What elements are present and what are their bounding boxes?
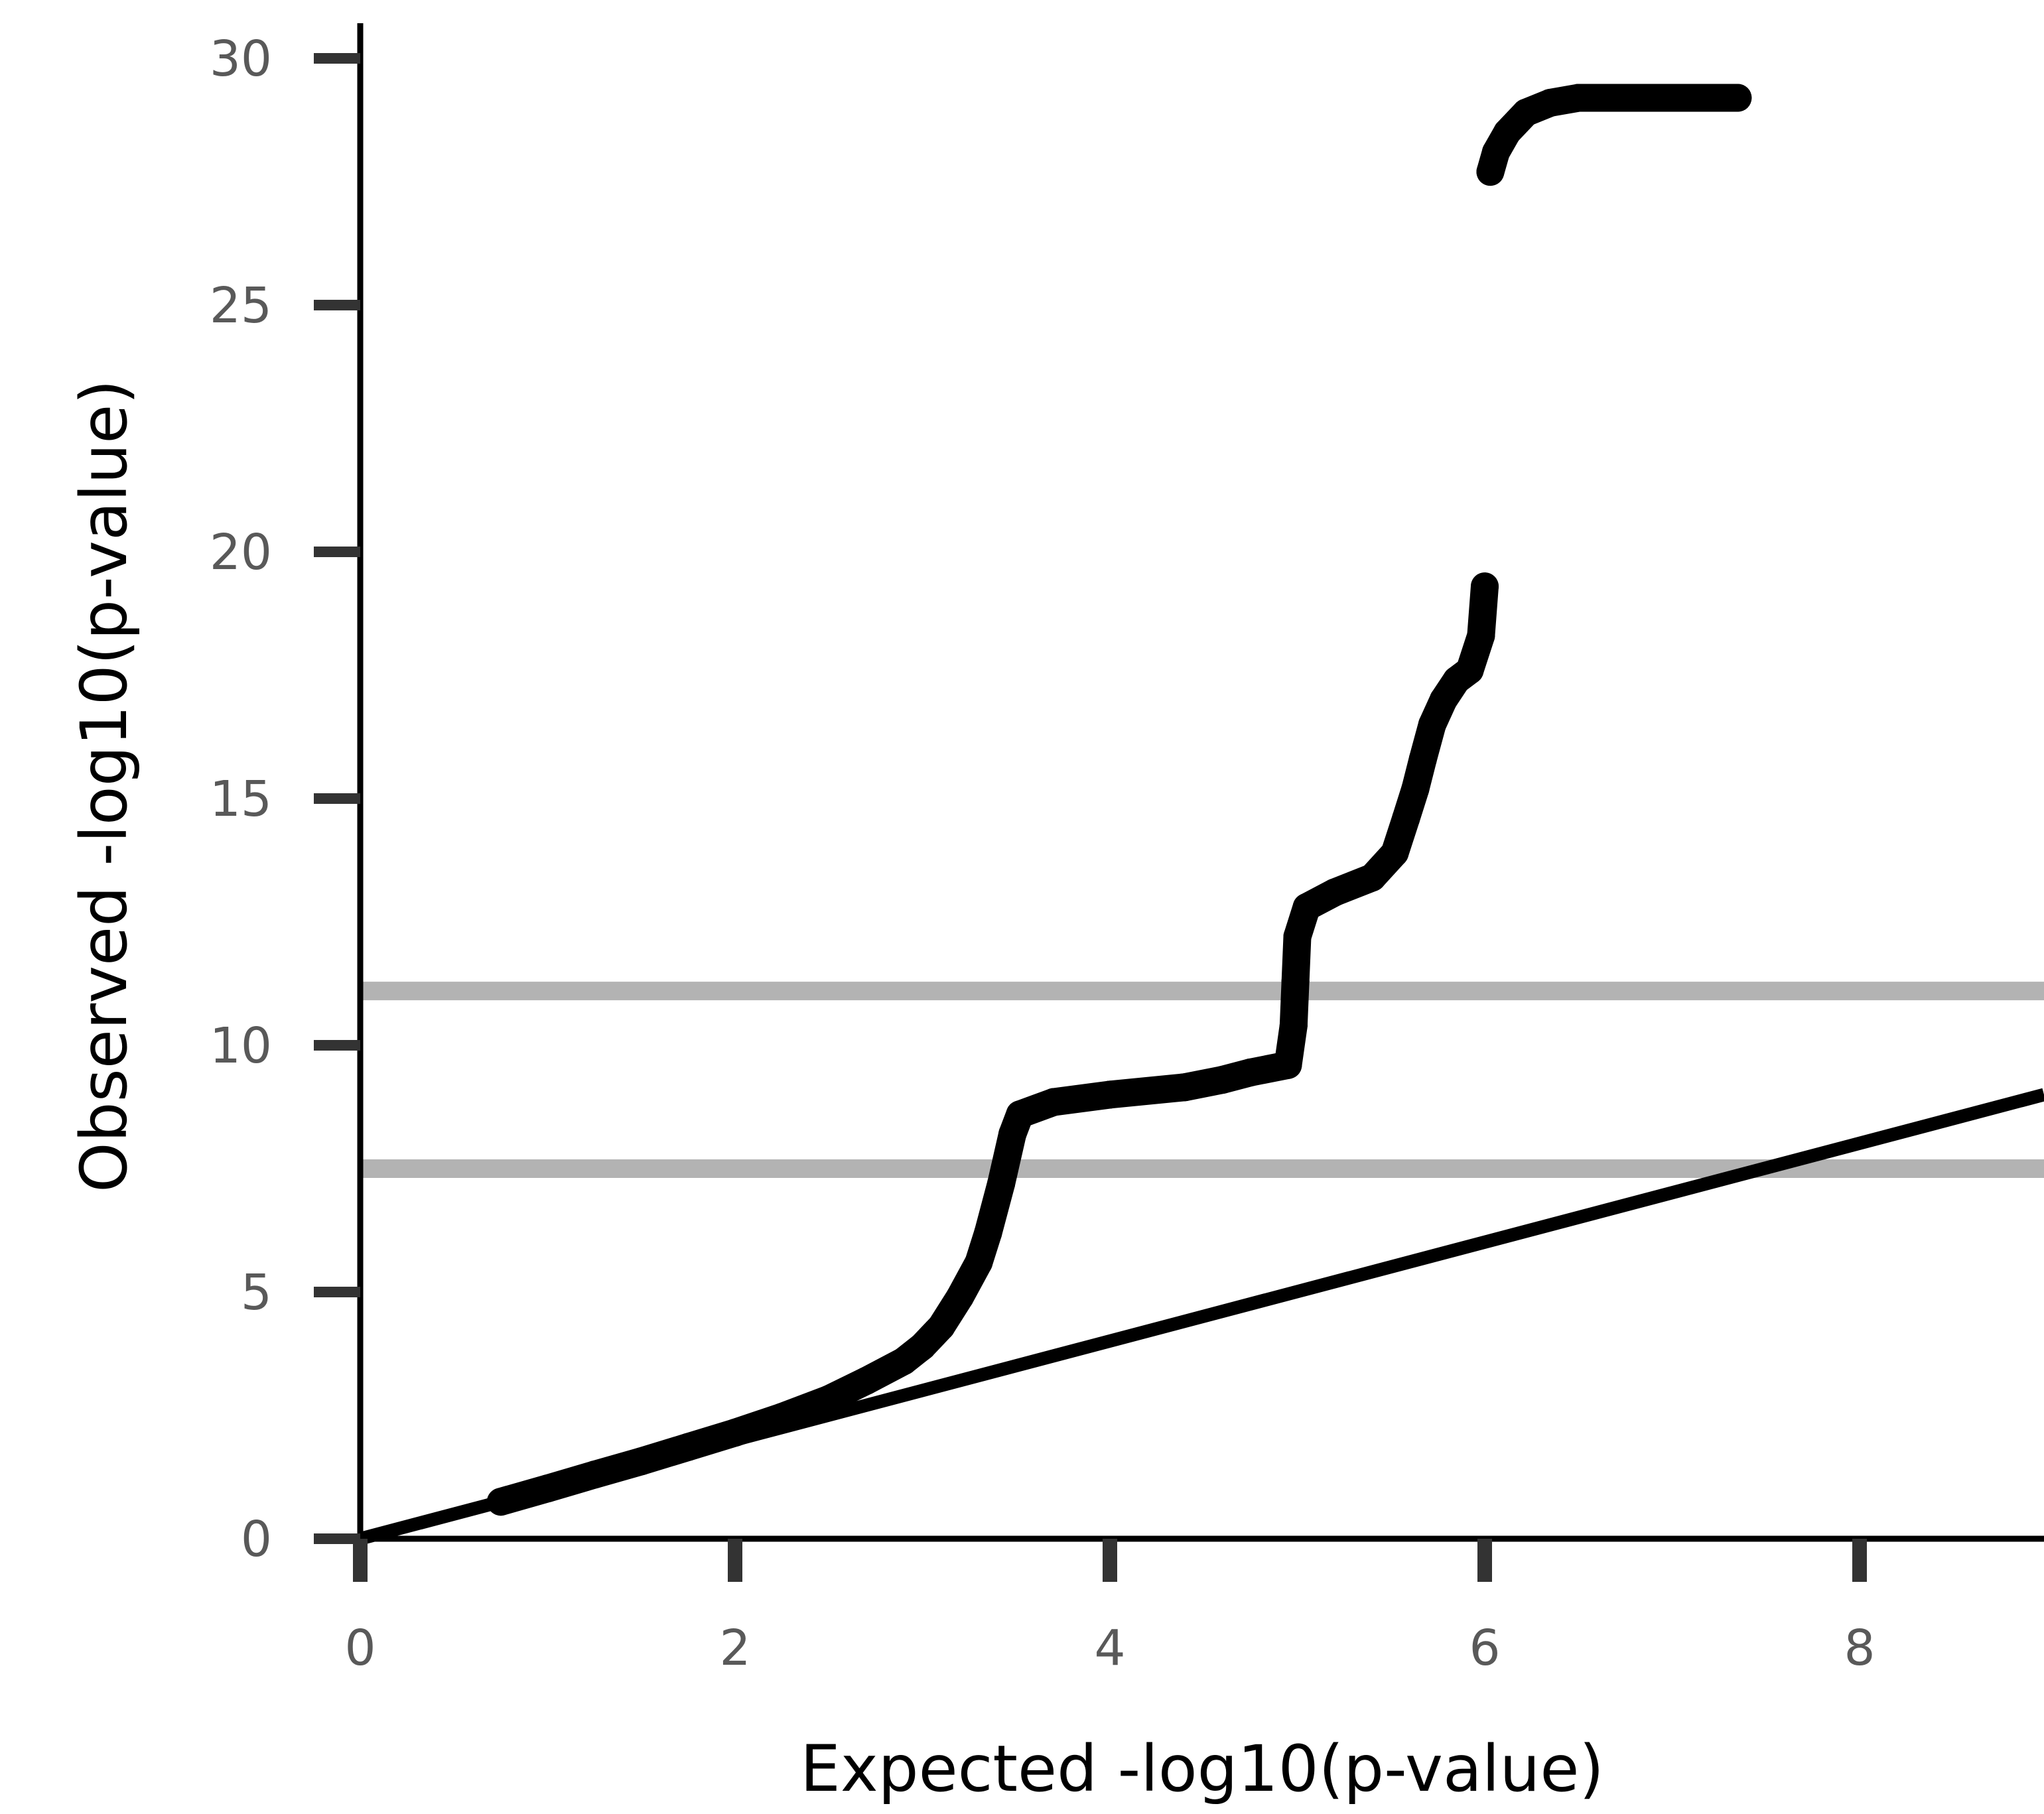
x-tick-label: 6 (1469, 1620, 1500, 1677)
axes (357, 23, 2044, 1542)
y-tick-label: 25 (210, 277, 272, 334)
data-point (1724, 84, 1752, 112)
x-tick-label: 0 (344, 1620, 375, 1677)
data-points (486, 84, 1752, 1516)
y-tick-label: 5 (241, 1264, 272, 1321)
x-tick-label: 8 (1844, 1620, 1875, 1677)
y-tick-label: 30 (210, 31, 272, 88)
y-tick-label: 15 (210, 771, 272, 828)
x-axis-title: Expected -log10(p-value) (800, 1732, 1604, 1806)
x-tick-label: 2 (719, 1620, 750, 1677)
y-tick-label: 20 (210, 524, 272, 581)
y-ticks: 0 5 10 15 20 25 30 (210, 31, 360, 1568)
y-axis-title: Observed -log10(p-value) (67, 379, 141, 1193)
data-point (1471, 572, 1499, 601)
x-tick-label: 4 (1094, 1620, 1125, 1677)
y-tick-label: 0 (241, 1511, 272, 1568)
x-ticks: 0 2 4 6 8 (344, 1539, 1875, 1677)
y-tick-label: 10 (210, 1017, 272, 1074)
